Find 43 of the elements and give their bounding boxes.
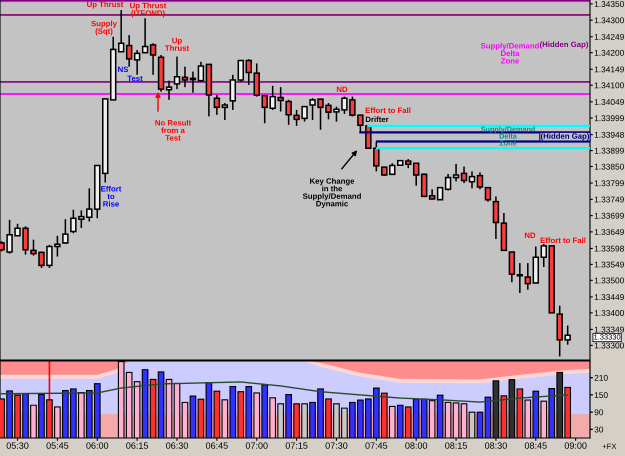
y-tick-label: 1.33449 bbox=[594, 294, 624, 300]
x-tick-label: 08:45 bbox=[524, 442, 547, 449]
x-tick-label: 09:00 bbox=[564, 442, 587, 449]
x-tick-label: 07:00 bbox=[246, 442, 268, 449]
y-tick-label: 1.33549 bbox=[594, 262, 624, 268]
y-tick-label: 1.33649 bbox=[594, 229, 624, 235]
y-tick-label: 1.34149 bbox=[594, 66, 624, 72]
y-tick-label: 1.34049 bbox=[594, 98, 624, 105]
y-tick-label: 1.33899 bbox=[594, 148, 624, 154]
x-tick-label: 06:45 bbox=[206, 442, 228, 449]
y-tick-label: 1.33699 bbox=[594, 212, 624, 219]
y-tick-label: 210 bbox=[594, 374, 608, 381]
x-tick-label: 05:45 bbox=[46, 442, 68, 449]
y-tick-label: 1.33749 bbox=[594, 196, 624, 202]
y-tick-label: 1.33999 bbox=[594, 115, 624, 122]
y-tick-label: 1.33349 bbox=[594, 326, 624, 333]
x-tick-label: 08:30 bbox=[484, 442, 507, 449]
y-tick-label: 1.34200 bbox=[594, 50, 624, 56]
x-tick-label: 07:30 bbox=[326, 442, 348, 449]
line-series bbox=[0, 381, 568, 403]
y-tick-label: 1.33598 bbox=[594, 246, 624, 252]
candlestick bbox=[62, 218, 69, 245]
x-tick-label: 06:15 bbox=[126, 442, 148, 449]
y-tick-label: 1.33850 bbox=[594, 164, 624, 170]
y-tick-label: 1.33799 bbox=[594, 180, 624, 186]
y-tick-label: 1.34249 bbox=[594, 34, 624, 40]
x-tick-label: 07:15 bbox=[286, 442, 308, 449]
x-tick-label: 08:15 bbox=[445, 442, 467, 449]
y-tick-label: 90 bbox=[594, 409, 604, 416]
y-tick-label: 1.33300 bbox=[594, 342, 624, 348]
x-tick-label: 06:30 bbox=[166, 442, 188, 449]
y-tick-label: 30 bbox=[594, 426, 604, 432]
x-tick-label: 06:00 bbox=[86, 442, 108, 449]
y-tick-label: 1.33400 bbox=[594, 310, 624, 316]
x-tick-label: 07:45 bbox=[365, 442, 388, 449]
y-tick-label: 1.34100 bbox=[594, 82, 624, 88]
x-tick-label: 05:30 bbox=[6, 442, 28, 449]
y-tick-label: 150 bbox=[594, 392, 608, 398]
y-tick-label: 1.34350 bbox=[594, 1, 624, 8]
y-tick-label: 1.33500 bbox=[594, 278, 624, 284]
y-tick-label: 1.34300 bbox=[594, 17, 624, 24]
x-tick-label: 08:00 bbox=[405, 442, 428, 449]
y-tick-label: 1.33948 bbox=[594, 132, 624, 138]
